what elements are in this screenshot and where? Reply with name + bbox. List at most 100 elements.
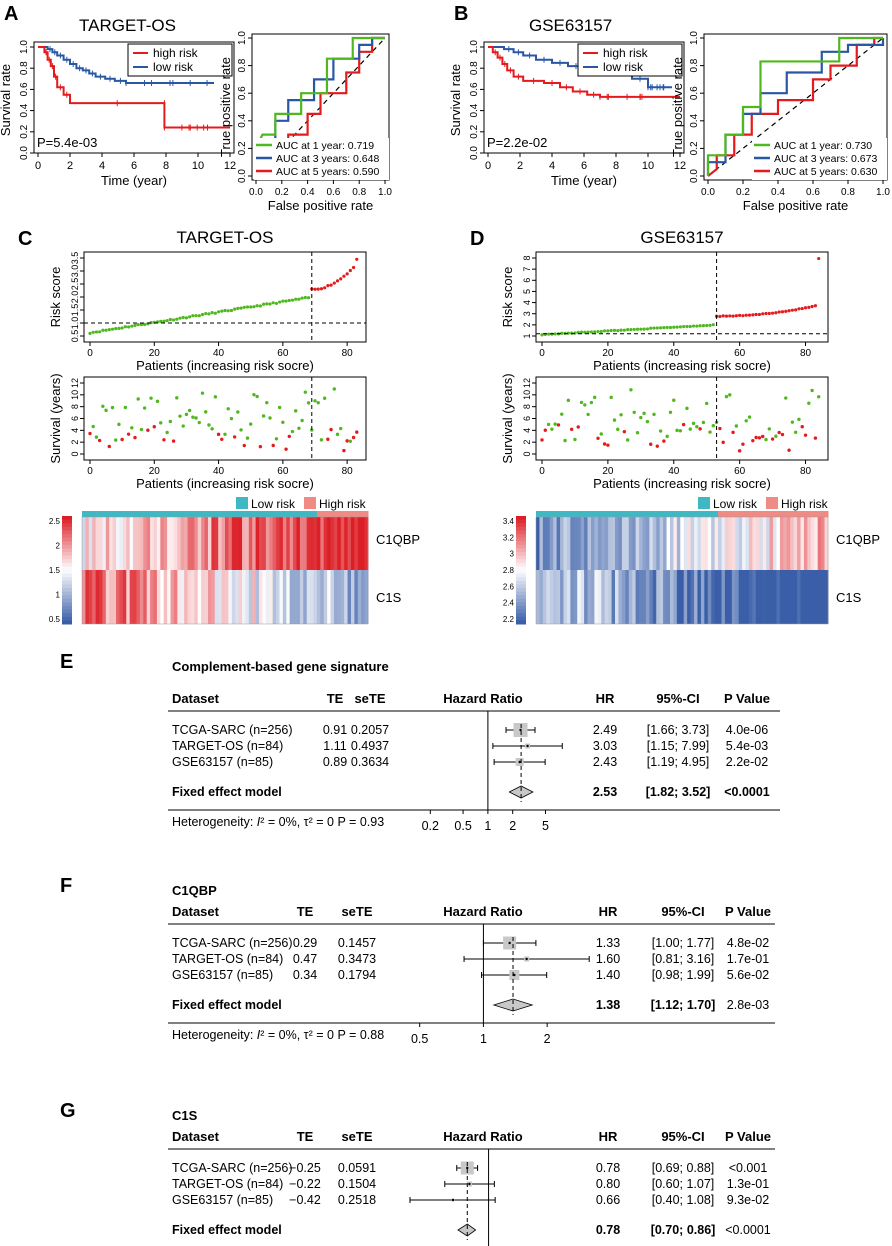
color-scale-label: 2.4 xyxy=(503,599,515,608)
survival-point xyxy=(563,438,567,443)
color-scale-cell xyxy=(516,620,526,625)
x-tick-label: 4 xyxy=(99,160,105,172)
heat-cell-c1s xyxy=(160,570,165,624)
survival-point xyxy=(191,415,195,419)
column-header: P Value xyxy=(724,691,770,706)
risk-point xyxy=(339,277,343,281)
group-bar xyxy=(563,511,568,517)
survival-point xyxy=(290,429,295,434)
risk-point xyxy=(143,322,147,327)
survival-point xyxy=(586,412,590,417)
group-bar xyxy=(316,511,321,517)
risk-point xyxy=(351,265,356,270)
heat-cell-c1s xyxy=(652,570,657,624)
survival-point xyxy=(540,438,544,442)
y-tick-label: 1.0 xyxy=(19,40,30,54)
fixed-hr: 1.38 xyxy=(596,998,620,1012)
group-bar xyxy=(146,511,151,517)
color-scale-cell xyxy=(62,530,72,535)
row-ci: [0.40; 1.08] xyxy=(652,1193,715,1207)
heat-cell-c1qbp xyxy=(810,517,815,570)
group-bar xyxy=(639,511,643,517)
group-bar xyxy=(119,511,124,517)
group-bar xyxy=(361,511,366,517)
risk-point xyxy=(757,312,762,317)
risk-point xyxy=(774,311,778,315)
roc-diagonal xyxy=(707,37,884,177)
row-dataset: GSE63157 (n=85) xyxy=(172,1193,273,1207)
survival-point xyxy=(784,396,788,400)
survival-point xyxy=(271,443,275,448)
risk-score-frame xyxy=(83,251,367,343)
survival-point xyxy=(345,439,349,443)
heat-cell-c1qbp xyxy=(221,517,226,570)
group-bar xyxy=(187,511,192,517)
risk-point xyxy=(265,302,269,306)
risk-point xyxy=(629,328,633,332)
heat-cell-c1qbp xyxy=(313,517,318,570)
group-bar xyxy=(248,511,253,517)
risk-point xyxy=(576,330,580,334)
heat-cell-c1s xyxy=(786,570,791,624)
survival-point xyxy=(655,444,659,448)
group-bar xyxy=(673,511,678,517)
heat-cell-c1s xyxy=(642,570,647,624)
x-axis-label: Patients (increasing risk socre) xyxy=(136,476,314,491)
survival-point xyxy=(761,434,765,439)
x-tick-label: 0 xyxy=(35,160,41,172)
heat-cell-c1s xyxy=(721,570,726,624)
heat-cell-c1qbp xyxy=(85,517,90,570)
x-tick-label: 20 xyxy=(602,348,614,359)
heat-cell-c1qbp xyxy=(323,517,328,570)
heat-cell-c1s xyxy=(340,570,345,624)
heat-cell-c1qbp xyxy=(597,517,602,570)
row-p: 5.4e-03 xyxy=(726,739,768,753)
risk-point xyxy=(682,324,686,329)
group-bar xyxy=(354,511,359,517)
heat-cell-c1qbp xyxy=(738,517,743,570)
legend-high: High risk xyxy=(781,497,829,511)
heat-cell-c1s xyxy=(361,570,366,624)
group-bar xyxy=(126,511,131,517)
row-te: 0.89 xyxy=(323,755,347,769)
x-tick-label: 0.6 xyxy=(326,187,340,198)
heat-cell-c1qbp xyxy=(752,517,757,570)
color-scale-cell xyxy=(516,548,526,553)
survival-point xyxy=(265,400,269,405)
heat-cell-c1s xyxy=(344,570,349,624)
group-bar xyxy=(553,511,558,517)
survival-point xyxy=(216,432,221,437)
group-bar xyxy=(700,511,705,517)
risk-point xyxy=(197,314,201,318)
heat-cell-c1s xyxy=(252,570,257,624)
heat-cell-c1qbp xyxy=(824,517,829,570)
heat-cell-c1qbp xyxy=(656,517,661,570)
y-tick-label: 0.6 xyxy=(469,82,480,96)
survival-point xyxy=(322,396,327,400)
risk-point xyxy=(268,302,272,306)
heat-cell-c1qbp xyxy=(707,517,712,570)
heat-cell-c1qbp xyxy=(759,517,764,570)
risk-point xyxy=(294,297,298,301)
heat-cell-c1qbp xyxy=(218,517,223,570)
survival-point xyxy=(629,388,633,392)
risk-point xyxy=(348,268,352,273)
survival-point xyxy=(319,438,324,442)
heat-cell-c1qbp xyxy=(621,517,626,570)
survival-point xyxy=(662,439,666,443)
heat-cell-c1s xyxy=(707,570,712,624)
survival-point xyxy=(139,427,144,432)
group-bar xyxy=(748,511,753,517)
risk-point xyxy=(553,332,557,336)
color-scale-cell xyxy=(62,598,72,603)
x-tick-label: 0.2 xyxy=(736,187,750,198)
row-dataset: TCGA-SARC (n=256) xyxy=(172,936,293,950)
heat-cell-c1qbp xyxy=(190,517,195,570)
risk-point xyxy=(168,317,172,322)
color-scale-cell xyxy=(516,516,526,521)
color-scale-cell xyxy=(516,570,526,575)
heat-cell-c1qbp xyxy=(102,517,107,570)
survival-point xyxy=(335,432,340,437)
heat-cell-c1s xyxy=(245,570,250,624)
heat-cell-c1s xyxy=(542,570,547,624)
